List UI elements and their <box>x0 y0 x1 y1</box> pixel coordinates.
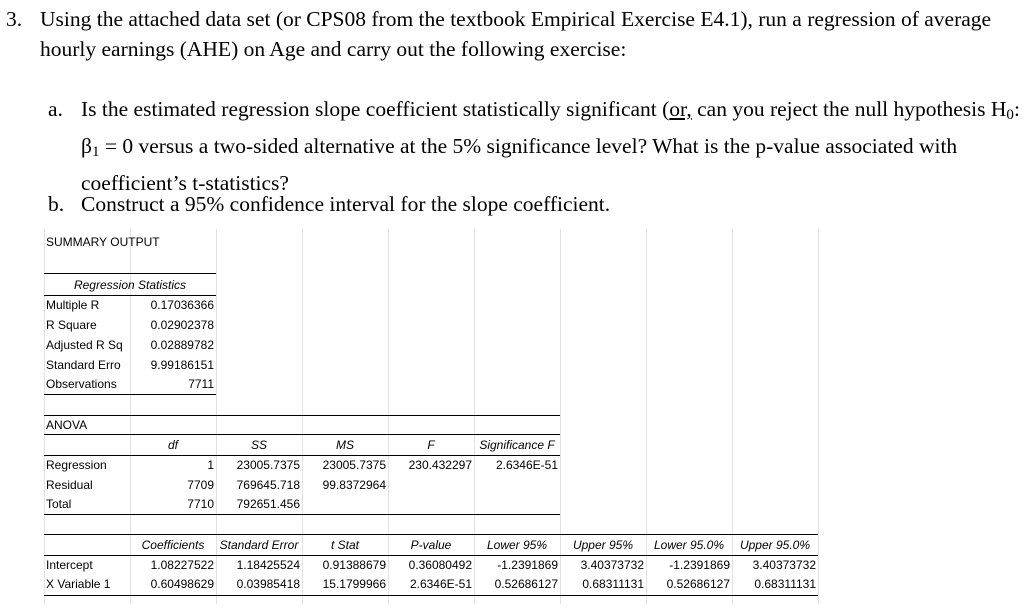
coef-header: Coefficients <box>141 538 205 552</box>
question-number: 3. <box>6 7 23 31</box>
coef-cell: 3.40373732 <box>752 558 816 572</box>
anova-header: SS <box>250 438 267 452</box>
coef-cell: 1.18425524 <box>236 558 300 572</box>
part-b-text: Construct a 95% confidence interval for … <box>81 192 611 216</box>
anova-header: Significance F <box>479 438 555 452</box>
coef-cell: 0.68311131 <box>754 577 816 591</box>
reg-stat-value: 0.17036366 <box>150 298 214 312</box>
coef-cell: 0.68311131 <box>582 577 644 591</box>
part-a: a. Is the estimated regression slope coe… <box>48 94 1024 199</box>
anova-title: ANOVA <box>46 418 88 432</box>
summary-output-title: SUMMARY OUTPUT <box>46 235 160 249</box>
reg-stat-label: Standard Erro <box>46 358 121 372</box>
coef-header: P-value <box>410 538 452 552</box>
reg-stat-value: 0.02889782 <box>150 338 214 352</box>
coef-cell: 0.36080492 <box>408 558 472 572</box>
anova-cell: 23005.7375 <box>322 458 386 472</box>
coef-cell: -1.2391869 <box>669 558 730 572</box>
reg-stat-label: R Square <box>46 318 97 332</box>
coef-header: Lower 95.0% <box>653 538 725 552</box>
coef-cell: 0.52686127 <box>666 577 730 591</box>
coef-header: Lower 95% <box>486 538 548 552</box>
coef-cell: 0.52686127 <box>494 577 558 591</box>
anova-row-label: Total <box>46 497 72 511</box>
anova-cell: 769645.718 <box>236 478 300 492</box>
coef-cell: 0.60498629 <box>150 577 214 591</box>
anova-cell: 99.8372964 <box>322 478 386 492</box>
part-a-text: Is the estimated regression slope coeffi… <box>81 97 1020 195</box>
part-b-label: b. <box>48 192 65 216</box>
coef-cell: -1.2391869 <box>497 558 558 572</box>
underlined-or: or, <box>669 97 692 121</box>
anova-row-label: Residual <box>46 478 93 492</box>
anova-cell: 230.432297 <box>408 458 472 472</box>
anova-header: F <box>427 438 435 452</box>
reg-stat-label: Observations <box>46 377 117 391</box>
anova-cell: 23005.7375 <box>236 458 300 472</box>
reg-stat-label: Adjusted R Sq <box>46 338 123 352</box>
question-block: 3. Using the attached data set (or CPS08… <box>6 4 1021 64</box>
coef-row-label: Intercept <box>46 558 93 572</box>
reg-stat-label: Multiple R <box>46 298 100 312</box>
coef-row-label: X Variable 1 <box>46 577 111 591</box>
reg-stats-header: Regression Statistics <box>73 278 187 292</box>
question-text: Using the attached data set (or CPS08 fr… <box>40 7 992 61</box>
anova-cell: 7710 <box>187 497 214 511</box>
coef-cell: 0.91388679 <box>322 558 386 572</box>
anova-cell: 2.6346E-51 <box>495 458 558 472</box>
anova-header: df <box>167 438 178 452</box>
coef-header: t Stat <box>330 538 359 552</box>
summary-output-sheet: SUMMARY OUTPUT Regression Statistics Mul… <box>44 229 824 604</box>
part-a-label: a. <box>48 97 63 121</box>
reg-stat-value: 7711 <box>188 377 214 391</box>
anova-header: MS <box>336 438 354 452</box>
coef-header: Upper 95.0% <box>739 538 811 552</box>
reg-stat-value: 0.02902378 <box>150 318 214 332</box>
coef-header: Upper 95% <box>572 538 634 552</box>
reg-stat-value: 9.99186151 <box>150 358 214 372</box>
part-b: b. Construct a 95% confidence interval f… <box>48 189 1024 219</box>
coef-header: Standard Error <box>219 538 299 552</box>
anova-cell: 1 <box>207 458 214 472</box>
coef-cell: 3.40373732 <box>580 558 644 572</box>
anova-cell: 792651.456 <box>236 497 300 511</box>
coef-cell: 0.03985418 <box>236 577 300 591</box>
coef-cell: 1.08227522 <box>150 558 214 572</box>
coef-cell: 2.6346E-51 <box>409 577 472 591</box>
coef-cell: 15.1799966 <box>322 577 386 591</box>
anova-row-label: Regression <box>46 458 107 472</box>
anova-cell: 7709 <box>187 478 214 492</box>
